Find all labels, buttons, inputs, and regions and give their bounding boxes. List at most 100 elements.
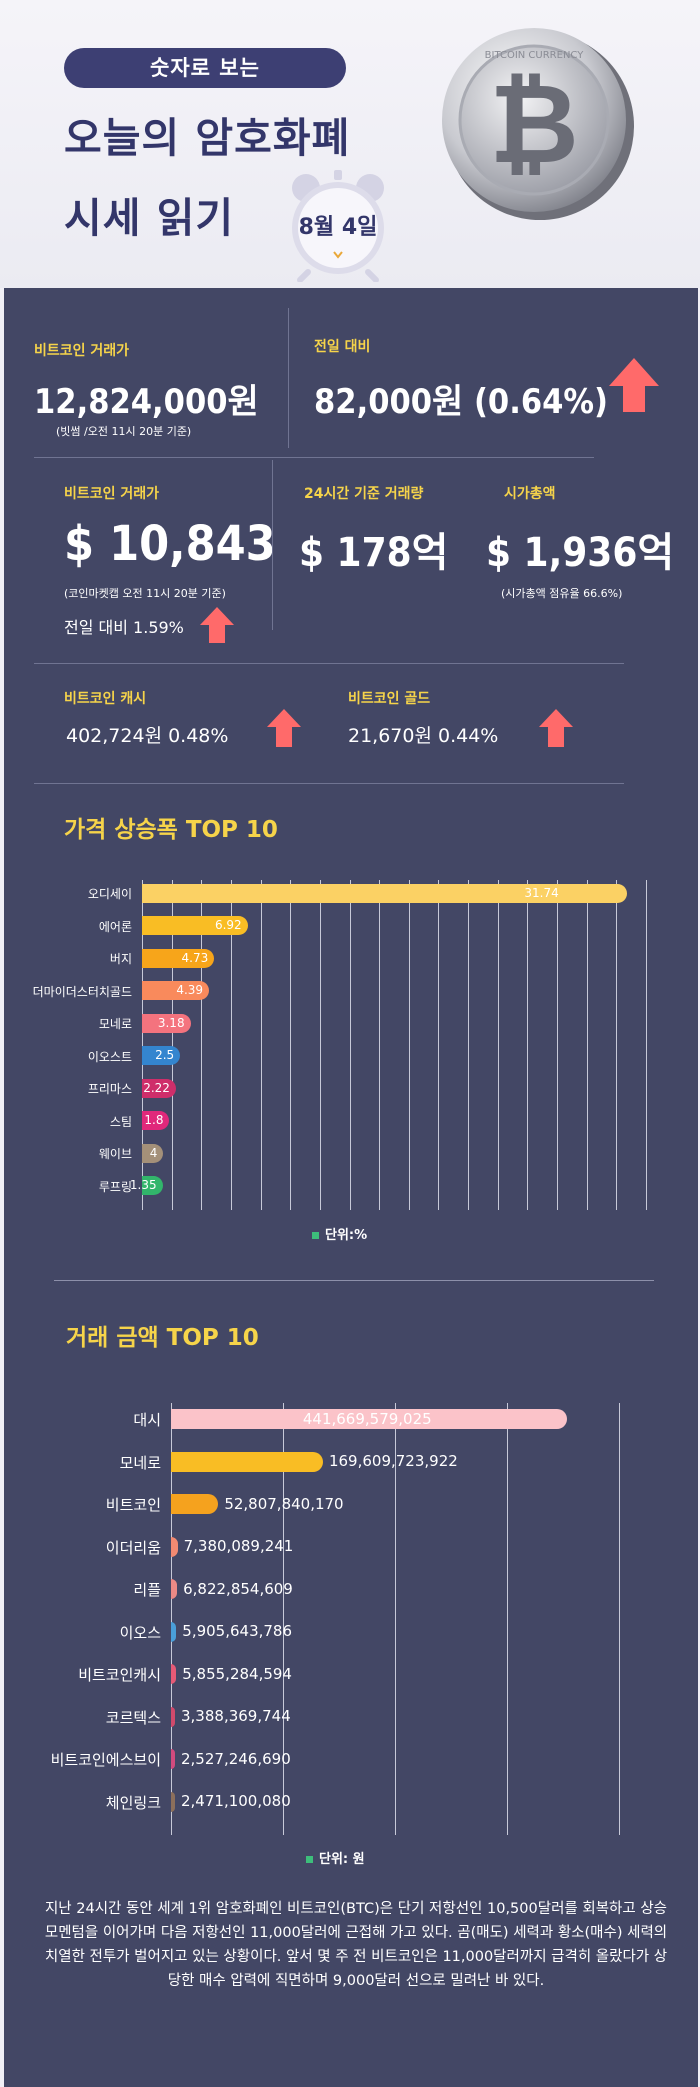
category-label: 비트코인에스브이 [50,1751,161,1770]
category-label: 스팀 [109,1114,132,1129]
chart1-unit-text: 단위:% [325,1228,368,1243]
volume-label: 24시간 기준 거래량 [304,486,424,502]
value-label: 1.35 [129,1178,157,1193]
gridline [350,880,351,1210]
value-label: 31.74 [524,885,559,900]
category-label: 이오스트 [87,1049,132,1064]
value-label: 3.18 [157,1015,185,1030]
gridline [507,1403,508,1835]
gridline [587,880,588,1210]
value-label: 5,855,284,594 [182,1664,292,1683]
category-label: 모네로 [98,1017,132,1032]
bar [171,1494,219,1514]
bch-value: 402,724원 0.48% [66,725,229,747]
gridline [616,880,617,1210]
krw-price-label: 비트코인 거래가 [34,343,130,359]
alarm-clock-icon: 8월 4일 [292,170,384,282]
gridline [142,880,143,1210]
svg-text:₿: ₿ [489,60,579,188]
bar [142,1013,191,1033]
usd-price-value: $ 10,843 [64,516,276,572]
gridline [498,880,499,1210]
gridline [468,880,469,1210]
category-label: 코르텍스 [105,1708,161,1727]
header-date: 8월 4일 [299,215,378,240]
value-label: 2,527,246,690 [181,1749,291,1768]
bar [142,1143,164,1163]
bar [171,1749,175,1769]
category-label: 리플 [133,1581,161,1600]
value-label: 441,669,579,025 [302,1409,432,1428]
chart1-title: 가격 상승폭 TOP 10 [64,817,278,843]
gridline [201,880,202,1210]
btg-label: 비트코인 골드 [348,691,431,707]
category-label: 웨이브 [98,1147,132,1162]
chart1-unit: 단위:% [312,1224,367,1243]
summary-paragraph: 지난 24시간 동안 세계 1위 암호화폐인 비트코인(BTC)은 단기 저항선… [44,1901,668,1989]
gridline [557,880,558,1210]
category-label: 비트코인 [105,1496,161,1515]
value-label: 7,380,089,241 [183,1537,294,1556]
gridline [261,880,262,1210]
divider-v1 [288,308,289,448]
bar [142,981,210,1000]
gridline [320,880,321,1210]
up-arrow-icon [539,709,573,747]
usd-price-label: 비트코인 거래가 [64,486,160,502]
category-label: 비트코인캐시 [78,1666,161,1685]
gridline [438,880,439,1210]
bar [171,1451,323,1472]
category-label: 이오스 [119,1623,161,1642]
category-label: 오디세이 [87,887,132,902]
value-label: 4.73 [181,950,209,965]
bch-label: 비트코인 캐시 [64,691,147,707]
trade-amount-chart: 대시 441,669,579,025 모네로 169,609,723,922 비트코인 5… [51,1403,620,1835]
bar [171,1706,175,1727]
market-cap-note: (시가총액 점유율 66.6%) [501,587,623,600]
category-label: 더마이더스터치골드 [32,984,132,999]
value-label: 169,609,723,922 [328,1452,458,1471]
category-label: 체인링크 [105,1793,161,1812]
divider-h2 [34,663,624,664]
bar [171,1579,178,1599]
category-label: 에어론 [98,919,132,934]
category-label: 버지 [109,952,132,967]
gridline [527,880,528,1210]
category-label: 프리마스 [87,1082,132,1097]
gridline [379,880,380,1210]
chart2-title: 거래 금액 TOP 10 [66,1325,259,1351]
gridline [172,880,173,1210]
up-arrow-icon [200,607,234,643]
bar [142,948,215,968]
category-label: 대시 [133,1411,161,1430]
value-label: 4 [149,1145,158,1160]
header-title-line1: 오늘의 암호화폐 [64,114,351,162]
price-rise-chart: 오디세이 31.74 에어론 6.92 버지 4.73 더마이더스터치골드 4.39 모네로 3.… [33,880,647,1210]
value-label: 4.39 [176,983,204,998]
chart2-unit: 단위: 원 [306,1848,365,1867]
main-panel: 비트코인 거래가 12,824,000원 (빗썸 /오전 11시 20분 기준)… [4,288,698,2087]
prev-day-label: 전일 대비 [314,339,371,355]
bar [142,1111,170,1130]
chart2-unit-text: 단위: 원 [319,1852,365,1867]
category-label: 루프링 [98,1179,132,1194]
gridline [646,880,647,1210]
divider-v2 [272,460,273,630]
bar [171,1536,178,1557]
value-label: 52,807,840,170 [224,1494,344,1513]
usd-change-text: 전일 대비 1.59% [64,618,184,637]
bar [171,1791,175,1812]
divider-h1 [34,457,594,458]
value-label: 6.92 [214,918,242,933]
gridline [619,1403,620,1835]
coin-rim-text: BITCOIN CURRENCY [485,50,585,61]
bar [142,1078,176,1098]
value-label: 3,388,369,744 [181,1707,291,1726]
category-label: 이더리움 [105,1538,161,1557]
bar [142,883,627,903]
bar [142,1176,163,1195]
bar [171,1621,177,1642]
gridline [231,880,232,1210]
header: 숫자로 보는 오늘의 암호화폐 시세 읽기 8월 4일 [0,0,700,288]
value-label: 2,471,100,080 [181,1792,291,1811]
